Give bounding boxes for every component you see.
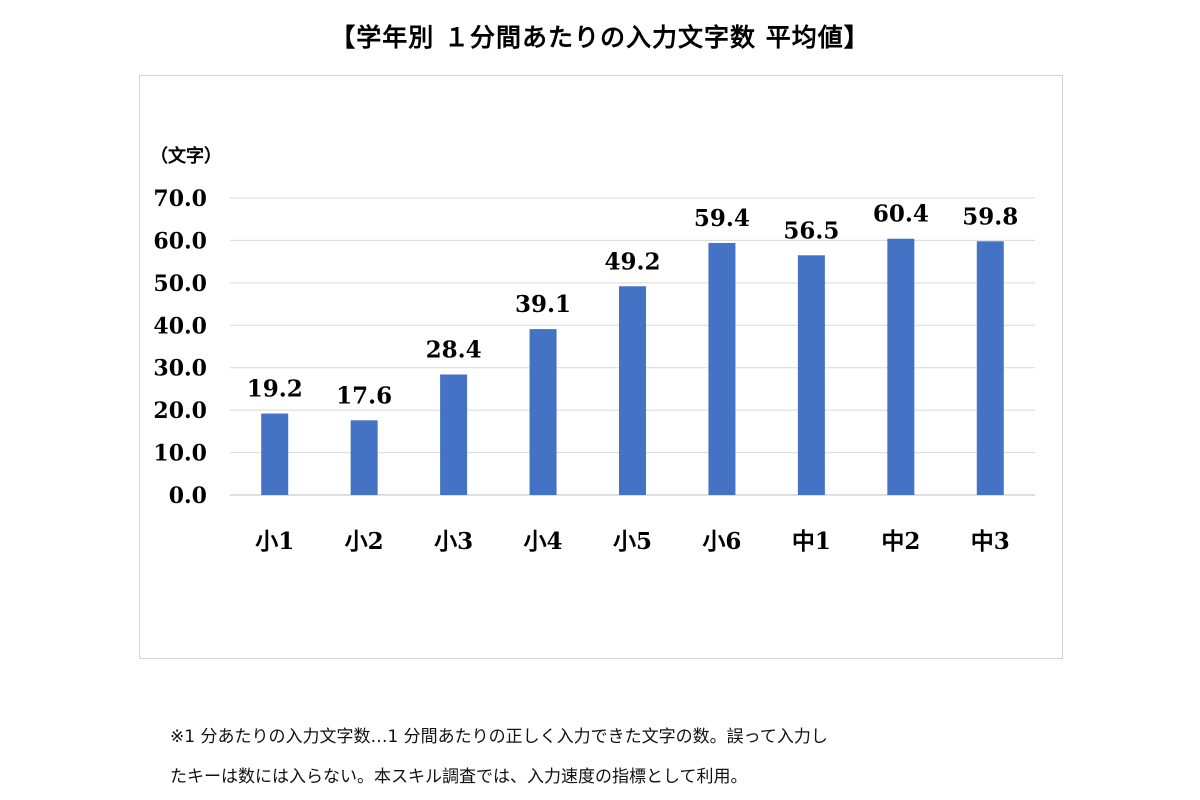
data-label: 39.1 [515, 291, 571, 318]
y-tick-label: 60.0 [153, 228, 207, 254]
category-label: 小1 [255, 528, 294, 555]
data-label: 59.8 [962, 203, 1018, 230]
category-label: 小5 [613, 528, 652, 555]
y-tick-label: 0.0 [169, 483, 207, 509]
bar [440, 374, 468, 495]
data-label: 59.4 [694, 205, 750, 232]
category-label: 小6 [702, 528, 741, 555]
bars [261, 238, 1004, 495]
chart-frame [139, 75, 1063, 659]
category-label: 中3 [971, 528, 1010, 555]
category-label: 小3 [434, 528, 473, 555]
data-label: 19.2 [247, 376, 303, 403]
y-tick-label: 40.0 [153, 313, 207, 339]
data-label: 56.5 [783, 217, 839, 244]
bar [976, 241, 1004, 495]
category-label: 小4 [524, 528, 563, 555]
data-label: 28.4 [426, 337, 482, 364]
category-label: 小2 [345, 528, 384, 555]
footnote-line-1: ※1 分あたりの入力文字数…1 分間あたりの正しく入力できた文字の数。誤って入力… [170, 727, 828, 747]
y-tick-label: 20.0 [153, 398, 207, 424]
bar [887, 238, 915, 495]
y-tick-label: 30.0 [153, 356, 207, 382]
bar [529, 329, 557, 495]
y-tick-label: 70.0 [153, 186, 207, 212]
data-labels: 19.2 17.6 28.4 39.1 49.2 59.4 56.5 60.4 59.8 [247, 201, 1019, 410]
y-tick-label: 10.0 [153, 441, 207, 467]
y-tick-label: 50.0 [153, 271, 207, 297]
bar [261, 413, 289, 495]
category-label: 中2 [881, 528, 920, 555]
data-label: 17.6 [336, 382, 392, 409]
bar [797, 255, 825, 495]
y-axis-unit-label: （文字） [150, 145, 222, 167]
category-labels: 小1 小2 小3 小4 小5 小6 中1 中2 中3 [255, 528, 1010, 555]
chart-title: 【学年別 １分間あたりの入力文字数 平均値】 [330, 23, 870, 52]
data-label: 49.2 [604, 248, 660, 275]
bar [619, 286, 646, 495]
bar [708, 242, 736, 495]
footnote-line-2: たキーは数には入らない。本スキル調査では、入力速度の指標として利用。 [170, 767, 748, 787]
category-label: 中1 [792, 528, 831, 555]
y-tick-labels: 0.0 10.0 20.0 30.0 40.0 50.0 60.0 70.0 [153, 186, 207, 509]
data-label: 60.4 [873, 201, 929, 228]
bar [350, 420, 378, 495]
